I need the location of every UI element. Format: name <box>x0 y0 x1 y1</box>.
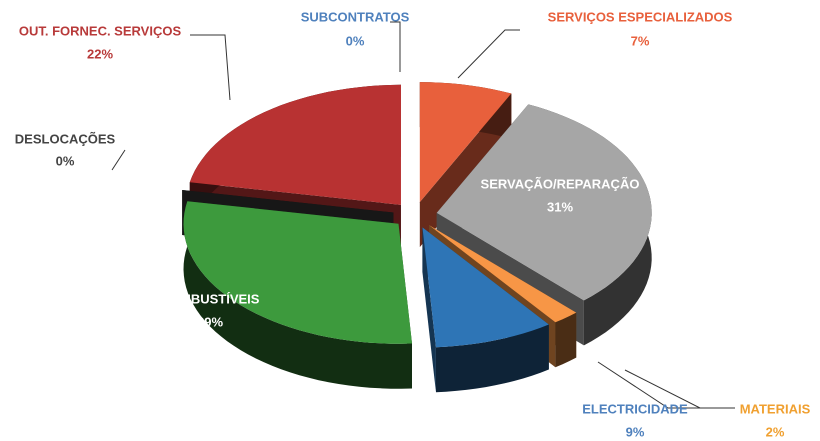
category-label: SERVAÇÃO/REPARAÇÃO <box>481 176 640 191</box>
value-label: 0% <box>346 33 365 48</box>
leader-line <box>597 361 700 409</box>
slice-wall <box>183 201 412 389</box>
category-label: SUBCONTRATOS <box>301 9 410 24</box>
category-label: ELECTRICIDADE <box>582 401 688 416</box>
value-label: 29% <box>197 314 223 329</box>
category-label: SERVIÇOS ESPECIALIZADOS <box>548 9 733 24</box>
slice-top <box>429 225 577 323</box>
category-label: COMBUSTÍVEIS <box>161 291 260 306</box>
leader-line <box>111 149 126 171</box>
value-label: 7% <box>631 33 650 48</box>
leader-line <box>624 369 735 409</box>
slice-top <box>183 201 412 344</box>
slice-side <box>422 227 436 393</box>
slice-top <box>419 82 512 203</box>
value-label: 2% <box>766 424 785 439</box>
slices <box>182 82 652 393</box>
leader-line <box>457 29 520 79</box>
category-label: DESLOCAÇÕES <box>15 131 116 146</box>
value-label: 0% <box>56 153 75 168</box>
slice-wall <box>555 312 577 368</box>
leader-line <box>190 34 231 101</box>
category-label: OUT. FORNEC. SERVIÇOS <box>19 23 182 38</box>
value-label: 31% <box>547 199 573 214</box>
category-label: MATERIAIS <box>740 401 811 416</box>
slice <box>183 201 412 389</box>
labels: SUBCONTRATOS 0% SERVIÇOS ESPECIALIZADOS 7% S… <box>15 9 811 439</box>
leader-lines <box>111 21 735 409</box>
slice-top <box>182 190 394 213</box>
value-label: 22% <box>87 46 113 61</box>
slice-top <box>189 84 401 205</box>
value-label: 9% <box>626 424 645 439</box>
slice-top <box>436 104 652 301</box>
slice <box>422 227 549 393</box>
slice-wall <box>436 324 549 393</box>
slice-top <box>422 227 549 348</box>
leader-line <box>390 21 401 72</box>
